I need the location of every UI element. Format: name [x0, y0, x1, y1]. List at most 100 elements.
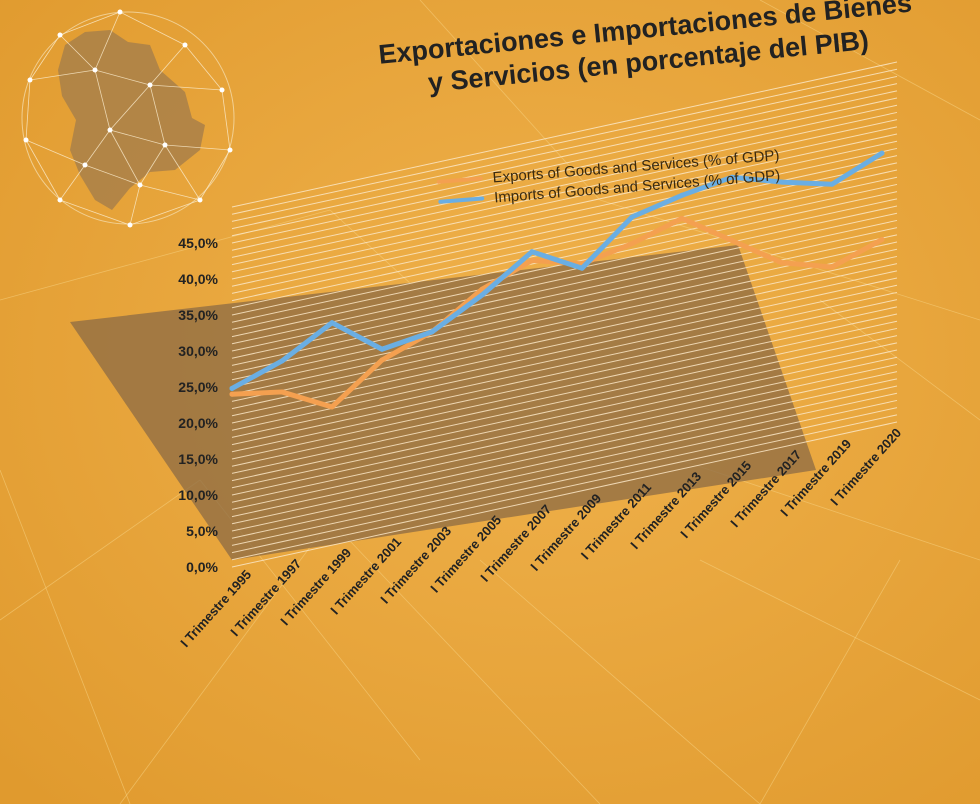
- gridline: [231, 183, 898, 330]
- data-point-exports: [229, 391, 235, 397]
- y-tick-label: 45,0%: [178, 235, 218, 251]
- data-point-exports: [529, 257, 535, 263]
- gridline: [231, 147, 898, 294]
- y-tick-label: 35,0%: [178, 307, 218, 323]
- data-point-imports: [379, 346, 385, 352]
- legend-swatch-imports: [438, 196, 485, 204]
- gridline: [231, 349, 898, 496]
- gridline: [231, 399, 898, 546]
- globe-network-line: [139, 184, 201, 201]
- globe-network-line: [25, 139, 86, 166]
- data-point-exports: [729, 238, 735, 244]
- globe-network-line: [94, 69, 111, 131]
- gridline: [231, 104, 898, 251]
- globe-node: [27, 77, 33, 83]
- gridline: [231, 335, 898, 482]
- gridline: [231, 219, 898, 366]
- globe-node: [107, 127, 113, 133]
- data-point-imports: [329, 320, 335, 326]
- background-network-line: [699, 559, 980, 701]
- gridline: [231, 212, 898, 359]
- data-point-exports: [779, 260, 785, 266]
- y-tick-label: 30,0%: [178, 343, 218, 359]
- y-tick-label: 20,0%: [178, 415, 218, 431]
- background-network-line: [0, 479, 201, 621]
- background-network-line: [119, 519, 331, 805]
- gridline: [231, 133, 898, 280]
- gridline: [231, 371, 898, 518]
- data-point-exports: [379, 357, 385, 363]
- gridline: [231, 234, 898, 381]
- globe-network-line: [59, 11, 121, 36]
- globe-network-line: [59, 34, 96, 71]
- globe-network-line: [119, 11, 186, 46]
- gridline: [231, 227, 898, 374]
- data-point-imports: [279, 358, 285, 364]
- y-axis-ticks: 0,0% 5,0% 10,0% 15,0% 20,0% 25,0% 30,0% 35,0% 40…: [178, 235, 218, 575]
- gridlines: [231, 61, 898, 568]
- globe-node: [162, 142, 168, 148]
- gridline: [231, 68, 898, 215]
- globe-node: [57, 32, 63, 38]
- gridline: [231, 363, 898, 510]
- globe-node: [227, 147, 233, 153]
- background-network-line: [759, 559, 901, 805]
- data-point-exports: [329, 404, 335, 410]
- gridline: [231, 385, 898, 532]
- data-point-imports: [729, 174, 735, 180]
- data-point-imports: [679, 192, 685, 198]
- gridline: [231, 320, 898, 467]
- gridline: [231, 83, 898, 230]
- gridline: [231, 111, 898, 258]
- globe-network-line: [29, 34, 61, 81]
- gridline: [231, 270, 898, 417]
- globe-network-line: [109, 84, 151, 131]
- gridline: [231, 61, 898, 208]
- globe-network-line: [94, 11, 121, 71]
- gridline: [231, 75, 898, 222]
- gridline: [231, 176, 898, 323]
- background-network-line: [599, 199, 980, 321]
- globe-network-line: [59, 199, 131, 226]
- globe-network-line: [29, 69, 96, 81]
- globe-network-line: [84, 164, 141, 186]
- globe-network-line: [109, 129, 141, 186]
- globe-network-line: [59, 164, 86, 201]
- background-network-line: [819, 299, 980, 421]
- background-network-line: [0, 469, 131, 805]
- gridline: [231, 421, 898, 568]
- gridline: [231, 356, 898, 503]
- globe-node: [82, 162, 88, 168]
- bolivia-map-shape: [58, 30, 205, 210]
- series-lines: [229, 150, 885, 410]
- globe-network-line: [94, 69, 151, 86]
- data-point-imports: [429, 329, 435, 335]
- gridline: [231, 169, 898, 316]
- data-point-exports: [279, 389, 285, 395]
- gridline: [231, 342, 898, 489]
- gridline: [231, 241, 898, 388]
- gridline: [231, 140, 898, 287]
- globe-network-line: [164, 144, 231, 151]
- globe-node: [137, 182, 143, 188]
- legend-swatch-exports: [436, 176, 483, 184]
- data-point-imports: [779, 179, 785, 185]
- gridline: [231, 255, 898, 402]
- gridline: [231, 327, 898, 474]
- data-point-exports: [829, 264, 835, 270]
- data-point-imports: [229, 385, 235, 391]
- data-point-exports: [679, 215, 685, 221]
- background-network-line: [0, 209, 331, 301]
- globe-network-line: [109, 129, 166, 146]
- globe-node: [127, 222, 133, 228]
- gridline: [231, 198, 898, 345]
- gridline: [231, 90, 898, 237]
- globe-network-line: [149, 44, 186, 86]
- gridline: [231, 378, 898, 525]
- data-point-exports: [879, 237, 885, 243]
- y-tick-label: 15,0%: [178, 451, 218, 467]
- globe-node: [92, 67, 98, 73]
- globe-node: [117, 9, 123, 15]
